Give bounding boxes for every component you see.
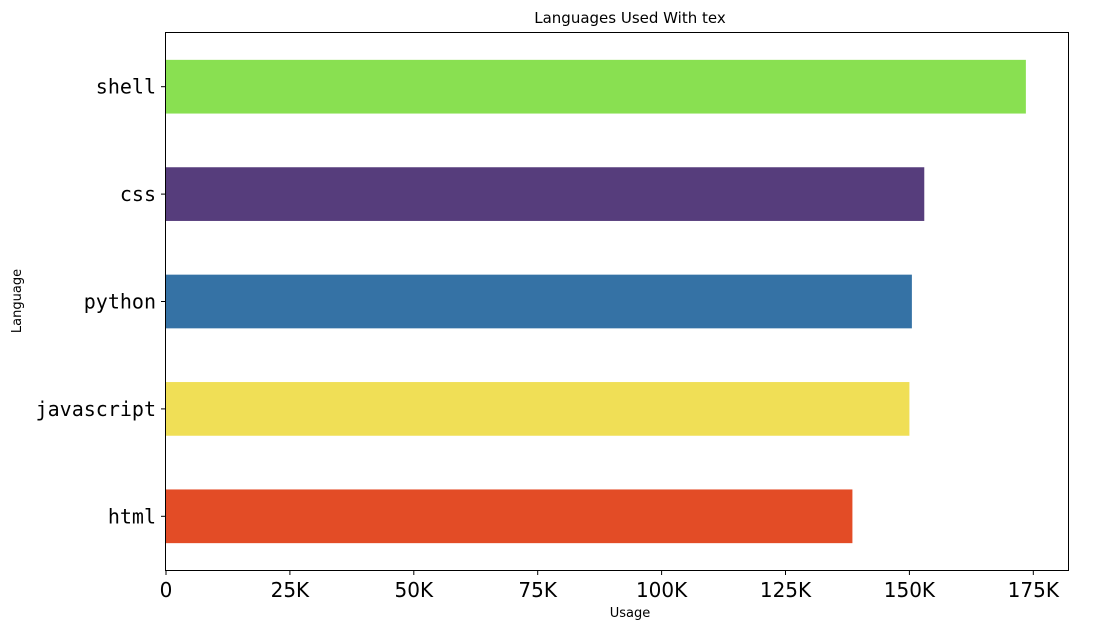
x-tick-label: 175K [1008,578,1060,602]
x-tick-label: 50K [395,578,434,602]
y-tick-label: shell [96,75,156,99]
x-axis-label: Usage [610,606,651,621]
x-axis: 0 25K 50K 75K 100K 125K 150K 175K [160,570,1060,602]
x-tick-label: 75K [518,578,557,602]
y-tick-label: html [108,504,156,528]
bar-javascript [166,382,910,436]
y-tick-label: python [84,290,156,314]
y-tick-label: javascript [36,397,156,421]
y-axis: html javascript python css shell [36,75,166,528]
bars-layer [166,59,1026,544]
y-axis-label: Language [10,269,25,333]
bar-css [166,167,925,221]
x-tick-label: 125K [760,578,812,602]
chart-title: Languages Used With tex [534,9,726,27]
y-tick-label: css [120,182,156,206]
x-tick-label: 25K [271,578,310,602]
x-tick-label: 100K [636,578,688,602]
bar-python [166,274,912,329]
bar-shell [166,59,1026,114]
bar-html [166,489,853,544]
x-tick-label: 0 [160,578,173,602]
x-tick-label: 150K [884,578,936,602]
